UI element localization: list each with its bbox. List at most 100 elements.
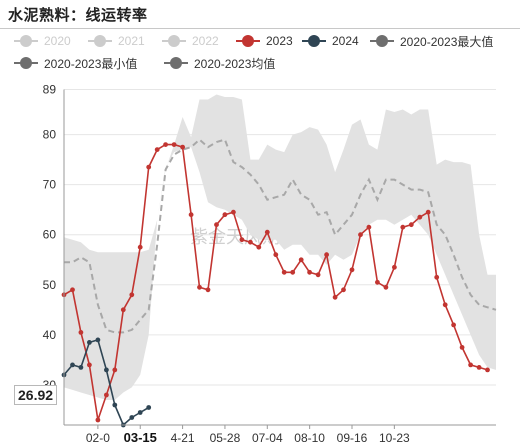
legend-label: 2024 — [332, 34, 359, 48]
data-point-2024 — [95, 337, 101, 343]
data-point-2023 — [366, 224, 372, 230]
legend-swatch — [370, 35, 394, 47]
data-point-2023 — [163, 142, 169, 148]
data-point-2023 — [120, 307, 126, 313]
data-point-2023 — [273, 252, 279, 258]
data-point-2023 — [281, 269, 287, 275]
data-point-2023 — [459, 345, 465, 350]
legend-item-2021[interactable]: 2021 — [88, 32, 145, 50]
data-point-2023 — [129, 292, 135, 298]
data-point-2023 — [358, 232, 363, 238]
legend-label: 2020-2023最小值 — [44, 56, 138, 71]
data-point-2023 — [468, 362, 473, 368]
data-point-2023 — [375, 279, 380, 285]
data-point-2023 — [417, 214, 423, 220]
legend-item-2023[interactable]: 2023 — [236, 32, 293, 50]
data-point-2023 — [408, 222, 414, 228]
x-tick-label: 09-16 — [337, 431, 368, 445]
legend-swatch — [236, 35, 260, 47]
data-point-2024 — [87, 340, 92, 345]
data-point-2023 — [315, 272, 321, 278]
data-point-2023 — [87, 362, 92, 368]
average-line — [64, 138, 497, 334]
data-point-2023 — [137, 244, 143, 250]
data-point-2023 — [95, 417, 101, 423]
data-point-2023 — [392, 264, 397, 270]
data-point-2023 — [188, 212, 194, 218]
data-point-2023 — [332, 294, 338, 300]
data-point-2023 — [476, 365, 482, 370]
data-point-2023 — [104, 392, 109, 398]
data-point-2023 — [222, 212, 228, 218]
chart-title: 水泥熟料：线运转率 — [8, 7, 148, 24]
x-tick-label: 03-15 — [124, 430, 157, 445]
data-point-2023 — [78, 330, 84, 335]
data-point-2023 — [442, 302, 448, 308]
y-tick-label: 70 — [43, 178, 57, 192]
legend-label: 2023 — [266, 34, 293, 48]
current-value-label: 26.92 — [14, 385, 58, 405]
legend: 2020 2021 2022 2023 2024 2020-2023最大值 2020-202… — [0, 30, 520, 78]
data-point-2023 — [197, 284, 202, 290]
data-point-2024 — [146, 405, 152, 410]
data-point-2023 — [171, 142, 177, 148]
data-point-2024 — [104, 367, 109, 373]
legend-swatch — [14, 35, 38, 47]
data-point-2023 — [485, 367, 490, 373]
data-point-2024 — [70, 362, 75, 368]
legend-label: 2021 — [118, 34, 145, 48]
range-band — [64, 94, 496, 400]
data-point-2023 — [256, 244, 262, 250]
data-point-2023 — [400, 224, 406, 230]
x-tick-label: 07-04 — [252, 431, 283, 445]
legend-swatch — [164, 57, 188, 69]
data-point-2024 — [78, 365, 84, 370]
x-tick-label: 02-0 — [86, 431, 110, 445]
legend-item-2020-2023最大值[interactable]: 2020-2023最大值 — [370, 32, 493, 50]
data-point-2023 — [214, 222, 219, 228]
legend-swatch — [88, 35, 112, 47]
legend-label: 2022 — [192, 34, 219, 48]
data-point-2024 — [137, 410, 143, 415]
x-tick-label: 4-21 — [171, 431, 195, 445]
y-tick-label: 89 — [43, 83, 57, 97]
title-divider — [0, 28, 520, 29]
x-tick-label: 08-10 — [294, 431, 325, 445]
y-tick-label: 40 — [43, 328, 57, 342]
data-point-2023 — [298, 257, 304, 263]
data-point-2023 — [290, 269, 296, 275]
title-bar: 水泥熟料：线运转率 — [0, 0, 520, 30]
legend-item-2022[interactable]: 2022 — [162, 32, 219, 50]
data-point-2023 — [70, 287, 75, 293]
data-point-2023 — [154, 147, 160, 153]
legend-item-2020[interactable]: 2020 — [14, 32, 71, 50]
data-point-2023 — [341, 287, 346, 293]
data-point-2024 — [112, 402, 118, 408]
chart-plot: 紫金天风期货 30405060708089 02-003-154-2105-28… — [43, 83, 497, 445]
legend-label: 2020-2023均值 — [194, 56, 276, 71]
data-point-2023 — [239, 237, 245, 243]
data-point-2023 — [205, 287, 211, 293]
data-point-2023 — [349, 267, 355, 273]
legend-swatch — [14, 57, 38, 69]
x-tick-label: 10-23 — [379, 431, 410, 445]
y-tick-label: 60 — [43, 228, 57, 242]
data-point-2023 — [112, 367, 118, 373]
data-point-2023 — [146, 164, 152, 170]
data-point-2023 — [231, 209, 236, 215]
data-point-2024 — [129, 415, 135, 420]
legend-item-2020-2023最小值[interactable]: 2020-2023最小值 — [14, 54, 137, 72]
legend-label: 2020-2023最大值 — [400, 34, 494, 49]
legend-item-2024[interactable]: 2024 — [302, 32, 359, 50]
y-tick-label: 50 — [43, 278, 57, 292]
legend-swatch — [302, 35, 326, 47]
data-point-2023 — [425, 209, 431, 215]
data-point-2023 — [383, 284, 389, 290]
data-point-2023 — [264, 229, 270, 235]
legend-item-2020-2023均值[interactable]: 2020-2023均值 — [164, 54, 275, 72]
y-tick-label: 80 — [43, 128, 57, 142]
data-point-2023 — [307, 269, 312, 275]
legend-swatch — [162, 35, 186, 47]
legend-label: 2020 — [44, 34, 71, 48]
x-tick-label: 05-28 — [210, 431, 241, 445]
